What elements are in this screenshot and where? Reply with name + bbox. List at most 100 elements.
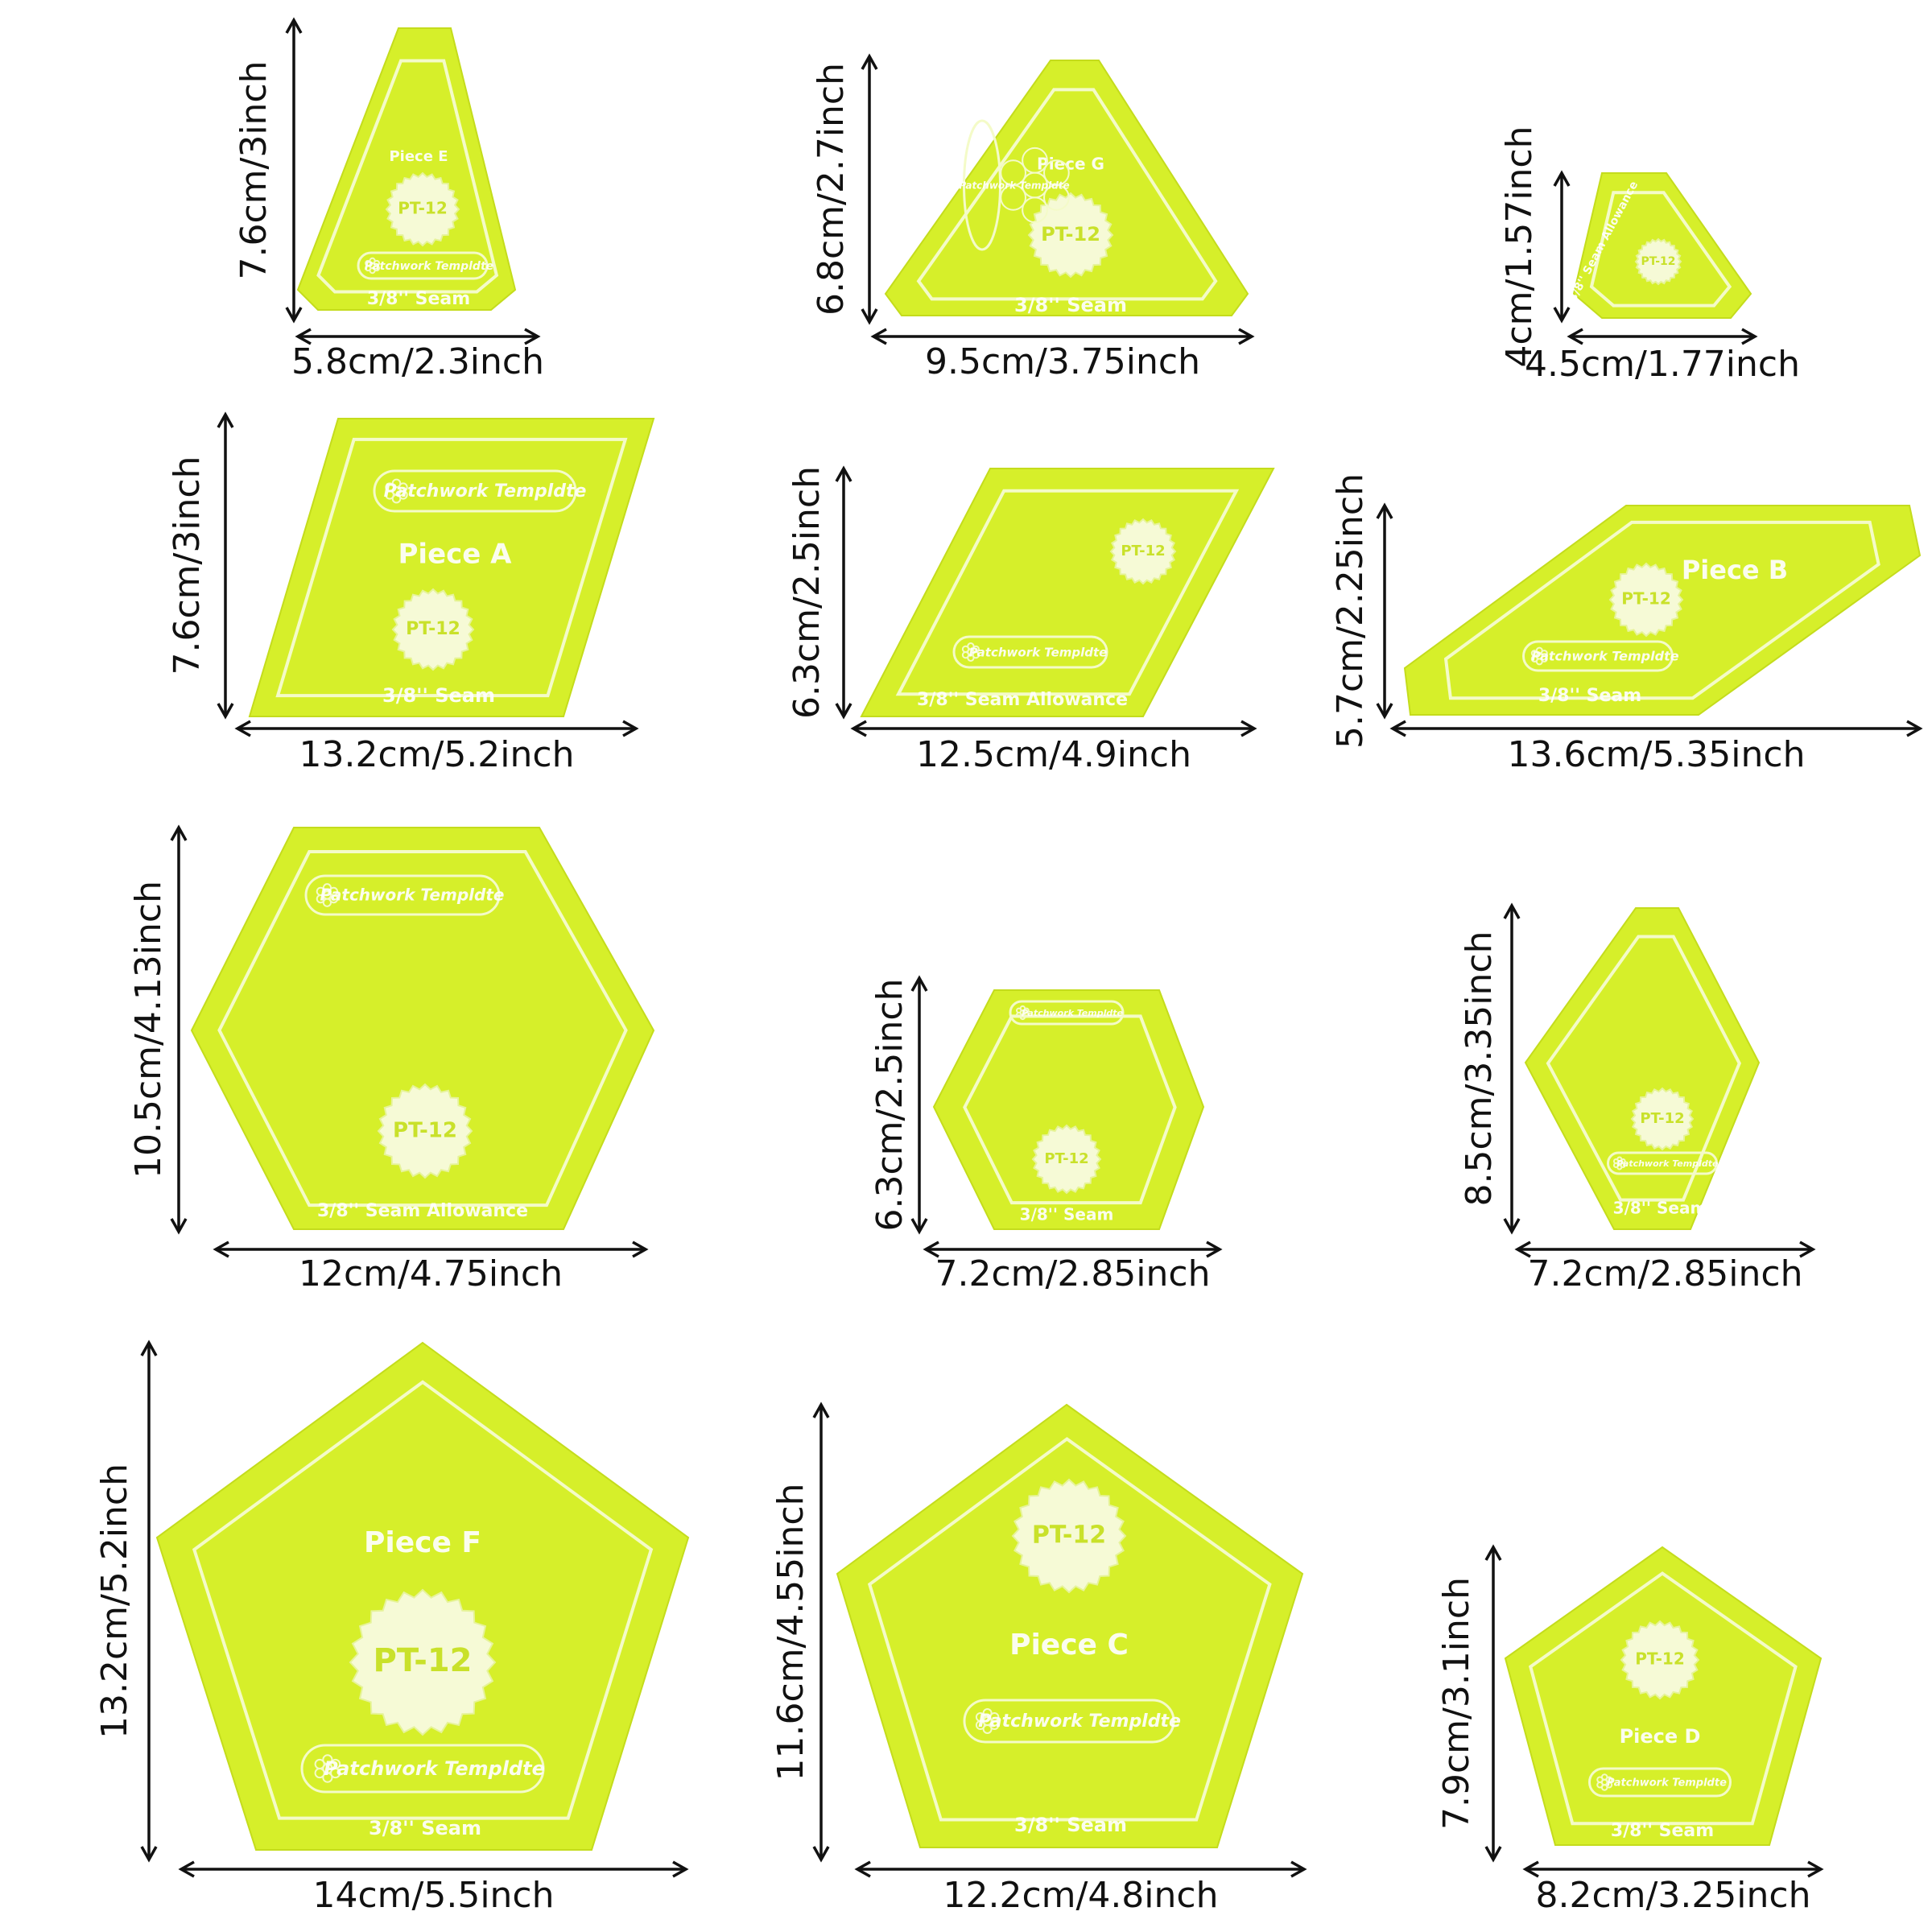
- seam-label: 3/8'' Seam Allowance: [317, 1201, 528, 1221]
- height-label: 10.5cm/4.13inch: [128, 881, 169, 1179]
- brand-badge: Patchwork Templdte: [304, 874, 505, 916]
- arrowhead-up-icon: [1484, 1544, 1502, 1561]
- pt-12-seal: PT-12: [377, 1083, 473, 1179]
- arrowhead-up-icon: [1503, 902, 1521, 919]
- piece-label: Piece E: [389, 148, 448, 165]
- hexagon-logo-icon: [1535, 658, 1543, 666]
- arrowhead-right-icon: [1807, 1860, 1824, 1878]
- seam-label: 3/8'' Seam Allowance: [917, 690, 1128, 710]
- arrowhead-up-icon: [1376, 502, 1393, 519]
- arrowhead-left-icon: [923, 1241, 939, 1258]
- seal-code: PT-12: [1635, 1649, 1685, 1669]
- piece-label: Piece A: [398, 539, 513, 571]
- seal-code: PT-12: [393, 1119, 457, 1143]
- height-dimension: [1376, 502, 1393, 720]
- pt-12-seal: PT-12: [1608, 562, 1684, 638]
- arrowhead-down-icon: [1376, 703, 1393, 720]
- pt-12-seal: PT-12: [1620, 1620, 1700, 1700]
- arrowhead-up-icon: [285, 17, 303, 34]
- width-dimension: [1389, 720, 1923, 737]
- seam-label: 3/8'' Seam: [1611, 1821, 1714, 1841]
- width-label: 9.5cm/3.75inch: [925, 341, 1200, 382]
- arrowhead-down-icon: [835, 703, 852, 720]
- brand-badge: Patchwork Templdte: [373, 469, 587, 513]
- height-dimension: [812, 1402, 830, 1863]
- template-hex-small: [932, 989, 1205, 1230]
- seal-code: PT-12: [1121, 543, 1165, 559]
- width-label: 4.5cm/1.77inch: [1525, 344, 1800, 385]
- brand-name: Patchwork Templdte: [1022, 1008, 1123, 1018]
- hexagon-logo-icon: [322, 898, 332, 907]
- arrowhead-right-icon: [1799, 1241, 1816, 1258]
- pt-12-seal: PT-12: [1031, 1124, 1102, 1195]
- seal-code: PT-12: [1041, 223, 1100, 246]
- brand-name: Patchwork Templdte: [959, 180, 1069, 192]
- arrowhead-right-icon: [632, 1241, 649, 1258]
- width-label: 13.2cm/5.2inch: [299, 734, 574, 775]
- arrowhead-left-icon: [295, 328, 312, 345]
- arrowhead-down-icon: [910, 1218, 928, 1235]
- width-dimension: [923, 1241, 1223, 1258]
- seal-code: PT-12: [1621, 589, 1671, 609]
- width-label: 14cm/5.5inch: [312, 1875, 554, 1916]
- arrowhead-left-icon: [850, 720, 867, 737]
- height-label: 6.3cm/2.5inch: [786, 466, 828, 719]
- width-dimension: [1567, 328, 1758, 345]
- arrowhead-up-icon: [1553, 170, 1571, 187]
- hexagon-logo-icon: [975, 1720, 985, 1730]
- arrowhead-up-icon: [835, 465, 852, 482]
- hexagon-logo-icon: [316, 894, 325, 904]
- width-label: 5.8cm/2.3inch: [291, 341, 544, 382]
- seam-label: 3/8'' Seam: [1014, 294, 1127, 316]
- width-dimension: [178, 1860, 689, 1878]
- arrowhead-left-icon: [1389, 720, 1406, 737]
- brand-badge: Patchwork Templdte: [1522, 640, 1679, 672]
- brand-badge: Patchwork Templdte: [959, 119, 1070, 251]
- arrowhead-right-icon: [1290, 1860, 1307, 1878]
- seam-label: 3/8'' Seam: [382, 684, 495, 707]
- seal-code: PT-12: [374, 1642, 473, 1679]
- height-label: 7.6cm/3inch: [233, 60, 275, 279]
- hexagon-logo-icon: [1022, 196, 1048, 224]
- height-dimension: [140, 1340, 158, 1863]
- height-dimension: [170, 824, 188, 1235]
- height-dimension: [835, 465, 852, 720]
- brand-badge: Patchwork Templdte: [357, 251, 493, 280]
- arrowhead-left-icon: [213, 1241, 229, 1258]
- template-kite: [1524, 907, 1761, 1230]
- brand-badge: Patchwork Templdte: [963, 1699, 1181, 1744]
- brand-name: Patchwork Templdte: [384, 481, 587, 502]
- piece-label: Piece B: [1682, 555, 1788, 585]
- width-label: 12.2cm/4.8inch: [943, 1875, 1218, 1916]
- seal-code: PT-12: [1032, 1521, 1106, 1550]
- arrowhead-left-icon: [178, 1860, 195, 1878]
- width-label: 7.2cm/2.85inch: [935, 1253, 1210, 1294]
- arrowhead-up-icon: [170, 824, 188, 841]
- brand-badge: Patchwork Templdte: [1607, 1151, 1719, 1175]
- brand-name: Patchwork Templdte: [1607, 1777, 1727, 1790]
- hexagon-logo-icon: [967, 654, 975, 662]
- arrowhead-down-icon: [812, 1846, 830, 1863]
- brand-name: Patchwork Templdte: [320, 886, 505, 905]
- width-dimension: [295, 328, 541, 345]
- width-label: 12.5cm/4.9inch: [916, 734, 1191, 775]
- hexagon-logo-icon: [1000, 184, 1026, 211]
- hexagon-logo-icon: [314, 1768, 325, 1779]
- arrowhead-up-icon: [217, 411, 234, 428]
- seam-label: 3/8'' Seam: [1020, 1205, 1114, 1224]
- arrowhead-right-icon: [672, 1860, 689, 1878]
- arrowhead-right-icon: [1206, 1241, 1223, 1258]
- width-dimension: [1514, 1241, 1816, 1258]
- seam-label: 3/8'' Seam: [1613, 1199, 1707, 1218]
- hexagon-logo-icon: [1043, 184, 1070, 211]
- template-hex-large: [190, 827, 655, 1230]
- hexagon-logo-icon: [398, 490, 408, 500]
- height-dimension: [910, 975, 928, 1235]
- height-label: 7.6cm/3inch: [167, 456, 208, 675]
- height-label: 11.6cm/4.55inch: [770, 1483, 811, 1781]
- width-dimension: [213, 1241, 649, 1258]
- seam-label: 3/8'' Seam: [367, 289, 470, 309]
- arrowhead-left-icon: [1522, 1860, 1539, 1878]
- hexagon-logo-icon: [369, 267, 376, 275]
